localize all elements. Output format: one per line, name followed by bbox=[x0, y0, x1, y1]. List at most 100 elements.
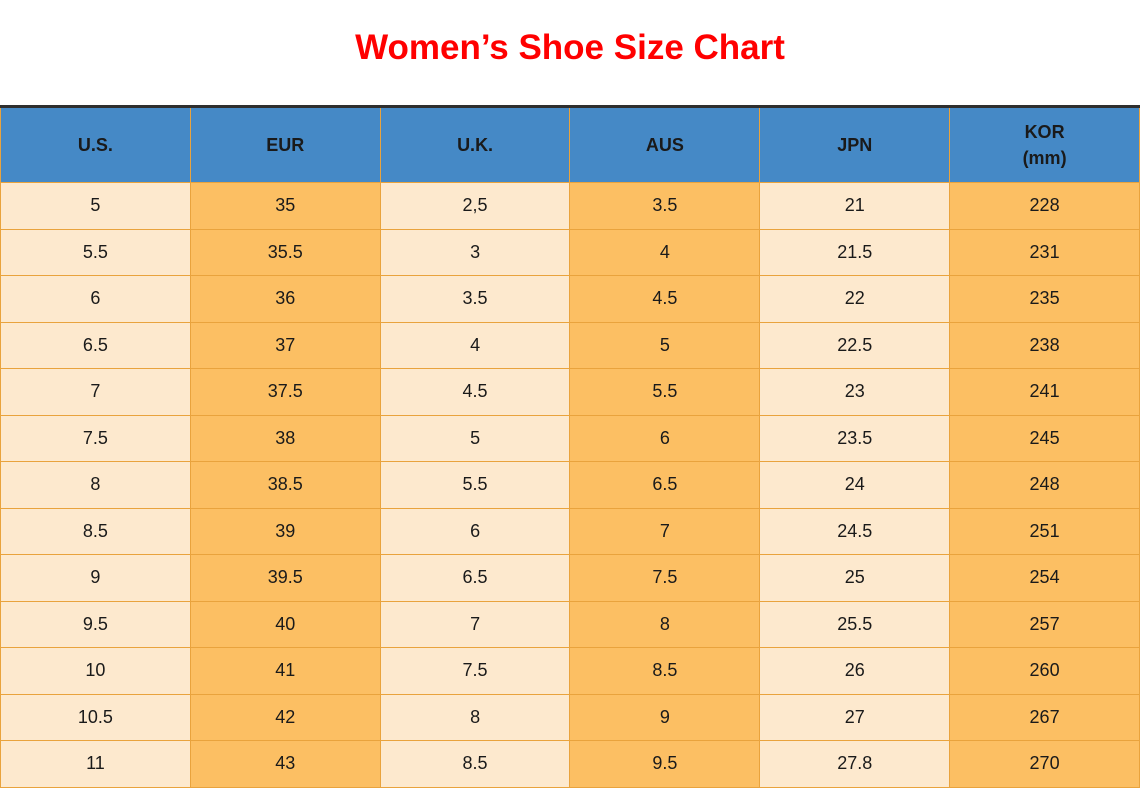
column-header-jpn: JPN bbox=[759, 106, 951, 183]
table-cell: 9 bbox=[0, 554, 191, 602]
table-cell: 41 bbox=[189, 647, 381, 695]
table-cell: 36 bbox=[189, 275, 381, 323]
table-cell: 5.5 bbox=[379, 461, 571, 509]
table-row: 9.5 40 7 8 25.5 257 bbox=[0, 600, 1140, 648]
table-cell: 23 bbox=[759, 368, 951, 416]
table-cell: 9.5 bbox=[569, 740, 761, 788]
table-cell: 24.5 bbox=[759, 507, 951, 555]
table-cell: 8.5 bbox=[0, 507, 191, 555]
table-row: 11 43 8.5 9.5 27.8 270 bbox=[0, 740, 1140, 788]
table-row: 10 41 7.5 8.5 26 260 bbox=[0, 647, 1140, 695]
table-cell: 5.5 bbox=[569, 368, 761, 416]
table-cell: 231 bbox=[949, 228, 1140, 276]
table-cell: 7.5 bbox=[569, 554, 761, 602]
table-cell: 3.5 bbox=[569, 182, 761, 230]
table-cell: 5 bbox=[0, 182, 191, 230]
table-cell: 4 bbox=[569, 228, 761, 276]
table-cell: 21.5 bbox=[759, 228, 951, 276]
table-cell: 6 bbox=[379, 507, 571, 555]
table-cell: 248 bbox=[949, 461, 1140, 509]
table-cell: 245 bbox=[949, 414, 1140, 462]
table-cell: 4.5 bbox=[379, 368, 571, 416]
table-cell: 10 bbox=[0, 647, 191, 695]
table-cell: 8 bbox=[379, 693, 571, 741]
column-header-aus: AUS bbox=[569, 106, 761, 183]
table-cell: 7 bbox=[379, 600, 571, 648]
table-cell: 7.5 bbox=[379, 647, 571, 695]
column-header-us: U.S. bbox=[0, 106, 191, 183]
table-cell: 6.5 bbox=[379, 554, 571, 602]
table-cell: 235 bbox=[949, 275, 1140, 323]
table-cell: 241 bbox=[949, 368, 1140, 416]
table-cell: 38 bbox=[189, 414, 381, 462]
table-row: 8 38.5 5.5 6.5 24 248 bbox=[0, 461, 1140, 509]
table-cell: 26 bbox=[759, 647, 951, 695]
table-row: 9 39.5 6.5 7.5 25 254 bbox=[0, 554, 1140, 602]
table-cell: 228 bbox=[949, 182, 1140, 230]
table-cell: 24 bbox=[759, 461, 951, 509]
table-body: 5 35 2,5 3.5 21 228 5.5 35.5 3 4 21.5 231 6 36 3.5 4.5 2… bbox=[0, 182, 1140, 788]
table-cell: 4.5 bbox=[569, 275, 761, 323]
table-cell: 6 bbox=[0, 275, 191, 323]
table-cell: 257 bbox=[949, 600, 1140, 648]
table-cell: 9.5 bbox=[0, 600, 191, 648]
table-cell: 5 bbox=[569, 321, 761, 369]
table-cell: 22.5 bbox=[759, 321, 951, 369]
table-row: 8.5 39 6 7 24.5 251 bbox=[0, 507, 1140, 555]
column-header-uk: U.K. bbox=[379, 106, 571, 183]
table-cell: 35 bbox=[189, 182, 381, 230]
table-cell: 4 bbox=[379, 321, 571, 369]
table-cell: 260 bbox=[949, 647, 1140, 695]
table-cell: 25 bbox=[759, 554, 951, 602]
table-cell: 6.5 bbox=[569, 461, 761, 509]
table-row: 5.5 35.5 3 4 21.5 231 bbox=[0, 228, 1140, 276]
table-cell: 10.5 bbox=[0, 693, 191, 741]
table-row: 7 37.5 4.5 5.5 23 241 bbox=[0, 368, 1140, 416]
table-cell: 37.5 bbox=[189, 368, 381, 416]
table-row: 10.5 42 8 9 27 267 bbox=[0, 693, 1140, 741]
table-cell: 7.5 bbox=[0, 414, 191, 462]
table-cell: 22 bbox=[759, 275, 951, 323]
table-header: U.S. EUR U.K. AUS JPN KOR (mm) bbox=[0, 106, 1140, 183]
table-cell: 23.5 bbox=[759, 414, 951, 462]
table-cell: 2,5 bbox=[379, 182, 571, 230]
table-cell: 39.5 bbox=[189, 554, 381, 602]
table-row: 6 36 3.5 4.5 22 235 bbox=[0, 275, 1140, 323]
table-cell: 5.5 bbox=[0, 228, 191, 276]
table-cell: 35.5 bbox=[189, 228, 381, 276]
table-cell: 27.8 bbox=[759, 740, 951, 788]
table-row: 5 35 2,5 3.5 21 228 bbox=[0, 182, 1140, 230]
table-cell: 6 bbox=[569, 414, 761, 462]
table-cell: 38.5 bbox=[189, 461, 381, 509]
table-cell: 7 bbox=[569, 507, 761, 555]
table-cell: 39 bbox=[189, 507, 381, 555]
table-cell: 8 bbox=[0, 461, 191, 509]
table-cell: 270 bbox=[949, 740, 1140, 788]
page-title: Women’s Shoe Size Chart bbox=[355, 27, 785, 67]
table-cell: 42 bbox=[189, 693, 381, 741]
table-cell: 21 bbox=[759, 182, 951, 230]
table-cell: 6.5 bbox=[0, 321, 191, 369]
shoe-size-table: U.S. EUR U.K. AUS JPN KOR (mm) 5 35 2,5 3.5 21 228 5… bbox=[0, 105, 1140, 788]
table-row: 7.5 38 5 6 23.5 245 bbox=[0, 414, 1140, 462]
table-cell: 8.5 bbox=[569, 647, 761, 695]
table-cell: 8.5 bbox=[379, 740, 571, 788]
table-cell: 43 bbox=[189, 740, 381, 788]
table-cell: 254 bbox=[949, 554, 1140, 602]
table-cell: 25.5 bbox=[759, 600, 951, 648]
table-cell: 27 bbox=[759, 693, 951, 741]
title-bar: Women’s Shoe Size Chart bbox=[0, 0, 1140, 105]
column-header-kor: KOR (mm) bbox=[949, 106, 1140, 183]
table-cell: 238 bbox=[949, 321, 1140, 369]
table-cell: 251 bbox=[949, 507, 1140, 555]
table-cell: 11 bbox=[0, 740, 191, 788]
table-row: 6.5 37 4 5 22.5 238 bbox=[0, 321, 1140, 369]
table-cell: 37 bbox=[189, 321, 381, 369]
table-cell: 40 bbox=[189, 600, 381, 648]
table-cell: 7 bbox=[0, 368, 191, 416]
table-cell: 5 bbox=[379, 414, 571, 462]
table-cell: 9 bbox=[569, 693, 761, 741]
table-cell: 3.5 bbox=[379, 275, 571, 323]
table-cell: 267 bbox=[949, 693, 1140, 741]
table-cell: 3 bbox=[379, 228, 571, 276]
